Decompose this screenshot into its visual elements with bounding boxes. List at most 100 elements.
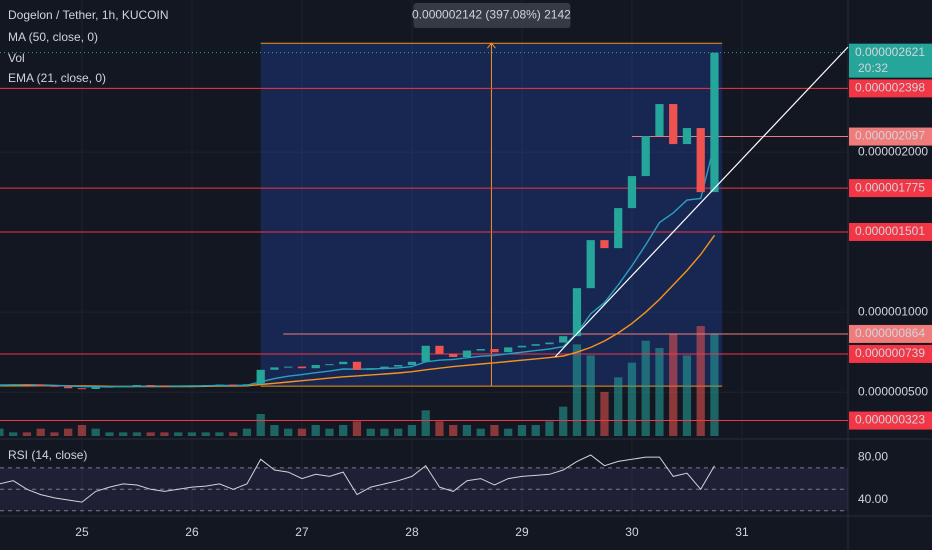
volume-bar: [641, 340, 650, 436]
x-tick-label: 27: [295, 525, 309, 539]
volume-bar: [407, 425, 417, 436]
y-tick-label: 0.000001000: [858, 304, 928, 318]
candle: [229, 384, 238, 386]
candle: [297, 366, 307, 369]
volume-bar: [311, 425, 320, 436]
candle: [614, 208, 623, 249]
candle: [36, 384, 45, 386]
candle: [490, 348, 499, 353]
candle: [105, 386, 114, 388]
volume-bar: [201, 432, 210, 436]
candle: [187, 385, 197, 387]
volume-bar: [586, 355, 595, 436]
volume-bar: [36, 428, 45, 436]
x-tick-label: 28: [405, 525, 419, 539]
candle: [421, 345, 430, 362]
candle: [352, 361, 362, 370]
volume-bar: [504, 428, 513, 436]
candle: [517, 345, 527, 348]
price-label: 0.000001775: [855, 180, 925, 194]
volume-bar: [325, 428, 334, 436]
candle: [174, 385, 183, 387]
candle: [682, 128, 692, 145]
candle: [242, 384, 252, 386]
candle: [435, 345, 444, 354]
candle: [572, 288, 582, 337]
price-label-bg: [849, 127, 932, 146]
volume-bar: [394, 428, 403, 436]
rsi-line: [0, 454, 715, 503]
volume-bar: [380, 428, 389, 436]
volume-bar: [490, 425, 499, 436]
candle: [119, 385, 128, 387]
volume-bar: [174, 432, 183, 436]
volume-bar: [476, 428, 485, 436]
candle: [339, 361, 348, 365]
volume-bar: [91, 428, 100, 436]
candle: [22, 384, 32, 386]
volume-bar: [187, 432, 197, 436]
volume-bar: [352, 421, 362, 436]
volume-bar: [449, 425, 458, 436]
x-tick-label: 29: [515, 525, 529, 539]
measure-tooltip: [413, 3, 571, 28]
volume-bar: [50, 432, 59, 436]
measure-label: 0.000002142 (397.08%) 2142: [412, 8, 571, 22]
price-label: 0.000002097: [855, 129, 925, 143]
candle: [50, 385, 59, 387]
x-tick-label: 26: [185, 525, 199, 539]
candle: [201, 385, 210, 387]
volume-bar: [256, 414, 265, 436]
price-label-bg: [849, 179, 932, 198]
volume-bar: [0, 428, 4, 436]
candle: [366, 368, 375, 370]
candle: [146, 385, 155, 387]
candle: [586, 240, 595, 289]
candle: [531, 344, 540, 346]
price-label-bg: [849, 344, 932, 363]
candle: [559, 336, 568, 343]
volume-bar: [614, 377, 623, 436]
candle: [504, 347, 513, 353]
candle: [256, 369, 265, 385]
candle: [77, 388, 87, 390]
trend-line: [554, 46, 849, 358]
candle: [311, 365, 320, 369]
rsi-tick-label: 40.00: [858, 492, 888, 506]
price-label: 0.000000323: [855, 413, 925, 427]
volume-bar: [366, 428, 375, 436]
last-price-bg: [849, 43, 932, 78]
volume-bar: [297, 428, 307, 436]
x-tick-label: 31: [735, 525, 749, 539]
candle: [407, 361, 417, 365]
volume-bar: [572, 344, 582, 436]
last-price-label: 0.000002621: [855, 45, 925, 59]
y-tick-label: 0.000000500: [858, 384, 928, 398]
volume-bar: [242, 428, 252, 436]
rsi-tick-label: 80.00: [858, 449, 888, 463]
candle: [600, 240, 609, 249]
volume-bar: [270, 425, 279, 436]
candle: [0, 385, 4, 387]
rsi-title: RSI (14, close): [8, 448, 87, 462]
candle: [284, 366, 293, 368]
candle: [64, 386, 73, 389]
price-label-bg: [849, 79, 932, 98]
volume-bar: [229, 432, 238, 436]
volume-bar: [559, 406, 568, 436]
volume-bar: [132, 432, 142, 436]
candle: [270, 367, 279, 370]
main-pane: [0, 0, 848, 515]
candle: [215, 384, 224, 386]
price-label-bg: [849, 324, 932, 343]
candle: [380, 366, 389, 369]
volume-bar: [710, 333, 719, 436]
price-label: 0.000002398: [855, 81, 925, 95]
price-label: 0.000000864: [855, 326, 925, 340]
volume-bar: [119, 432, 128, 436]
candle: [325, 364, 334, 366]
y-tick-label: 0.000002000: [858, 144, 928, 158]
x-tick-label: 25: [75, 525, 89, 539]
